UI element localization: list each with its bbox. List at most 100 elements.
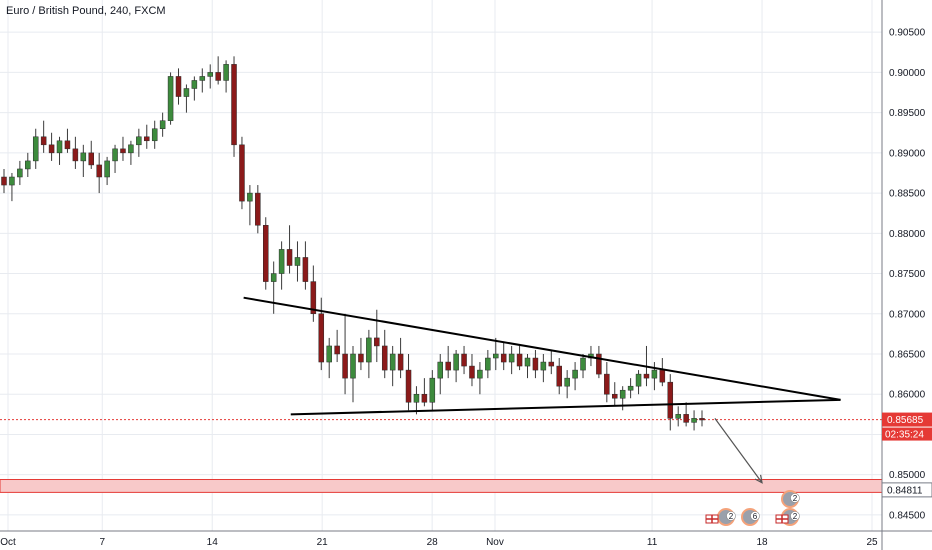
- y-tick-label: 0.90000: [889, 68, 926, 79]
- event-badge-count-bg: [790, 511, 800, 521]
- zone-price-tag: [881, 482, 932, 498]
- candle-body: [564, 377, 570, 387]
- symbol-title: Euro / British Pound, 240, FXCM: [6, 5, 166, 17]
- candle-body: [413, 393, 420, 403]
- y-tick-label: 0.90500: [889, 28, 926, 39]
- candle-body: [619, 389, 626, 399]
- candle-body: [239, 144, 245, 202]
- candle-body: [469, 365, 475, 379]
- event-badge-count-bg: [790, 493, 800, 503]
- candle-body: [247, 192, 253, 202]
- candle-body: [128, 144, 134, 154]
- drawings[interactable]: [243, 296, 841, 484]
- candle-body: [294, 257, 301, 266]
- time-axis[interactable]: Oct 7 14 21 28 Nov 11 18 25: [0, 530, 932, 548]
- projection-arrow: [714, 418, 763, 484]
- x-tick-label: 21: [317, 537, 329, 548]
- x-tick-label: Oct: [0, 537, 16, 548]
- candle-body: [659, 369, 666, 383]
- current-price-label: 0.85685: [887, 415, 924, 426]
- y-tick-label: 0.88500: [889, 189, 926, 200]
- candle-body: [421, 393, 428, 403]
- projection-arrowhead: [754, 474, 763, 484]
- candle-body: [485, 357, 491, 371]
- y-tick-label: 0.89000: [889, 148, 926, 159]
- candle-body: [302, 257, 309, 282]
- candle-body: [64, 140, 71, 150]
- candle-body: [453, 353, 459, 371]
- candle-body: [104, 160, 110, 178]
- candle-body: [334, 345, 340, 355]
- candle-body: [318, 313, 325, 363]
- candle-body: [112, 148, 118, 162]
- candle-body: [477, 369, 483, 379]
- candle-body: [604, 373, 610, 395]
- grid: [0, 0, 882, 531]
- candle-body: [207, 72, 213, 77]
- event-badge-count: 6: [753, 512, 758, 521]
- y-tick-label: 0.89500: [889, 108, 926, 119]
- candle-body: [429, 377, 436, 403]
- event-badge-count: 2: [729, 512, 734, 521]
- x-tick-label: 18: [756, 537, 768, 548]
- y-tick-label: 0.86500: [889, 350, 926, 361]
- x-tick-label: Nov: [486, 537, 504, 548]
- candle-body: [397, 353, 404, 371]
- candle-body: [48, 144, 55, 154]
- candle-body: [627, 385, 634, 391]
- triangle-lower-line: [290, 398, 841, 416]
- countdown-tag: [882, 427, 932, 441]
- candle-body: [40, 136, 47, 146]
- candle-body: [215, 72, 221, 81]
- candle-body: [366, 337, 372, 363]
- y-tick-label: 0.85000: [889, 470, 926, 481]
- countdown-label: 02:35:24: [885, 430, 924, 441]
- event-badges[interactable]: 2 6 2 2: [705, 490, 800, 526]
- candle-body: [643, 373, 650, 379]
- candle-body: [635, 373, 642, 387]
- y-tick-label: 0.88000: [889, 229, 926, 240]
- candle-body: [516, 353, 523, 367]
- candle-body: [310, 281, 317, 315]
- candle-body: [151, 128, 158, 142]
- candle-body: [556, 365, 562, 387]
- candle-body: [88, 152, 94, 166]
- candle-body: [691, 418, 697, 423]
- event-badge-count: 2: [793, 494, 798, 503]
- candle-body: [580, 357, 586, 371]
- candle-body: [96, 164, 102, 178]
- candle-body: [278, 249, 285, 274]
- candles: [1, 56, 705, 431]
- candle-body: [675, 414, 681, 419]
- candle-body: [223, 64, 229, 81]
- price-axis[interactable]: 0.90500 0.90000 0.89500 0.89000 0.88500 0.880…: [881, 0, 932, 550]
- candle-body: [596, 353, 602, 375]
- candle-body: [120, 148, 126, 154]
- candle-body: [445, 361, 451, 371]
- candle-body: [358, 353, 364, 363]
- candle-body: [199, 76, 206, 81]
- y-tick-label: 0.87500: [889, 269, 926, 280]
- candle-body: [270, 273, 277, 282]
- candle-body: [342, 353, 348, 379]
- candle-body: [159, 120, 166, 129]
- candle-body: [699, 418, 705, 421]
- candle-body: [191, 80, 198, 89]
- candle-body: [540, 361, 547, 371]
- y-tick-label: 0.86000: [889, 390, 926, 401]
- candle-body: [17, 168, 23, 178]
- event-badge-count: 2: [793, 512, 798, 521]
- candle-body: [326, 345, 332, 363]
- triangle-upper-line: [243, 296, 841, 401]
- candle-body: [167, 76, 174, 121]
- candle-body: [651, 369, 658, 379]
- y-tick-label: 0.84500: [889, 510, 926, 521]
- candle-body: [405, 369, 412, 403]
- candle-body: [80, 152, 87, 162]
- candle-body: [183, 88, 190, 97]
- candle-body: [389, 353, 396, 371]
- candle-body: [72, 148, 79, 162]
- current-price-tag: [882, 412, 932, 427]
- candle-body: [548, 361, 555, 367]
